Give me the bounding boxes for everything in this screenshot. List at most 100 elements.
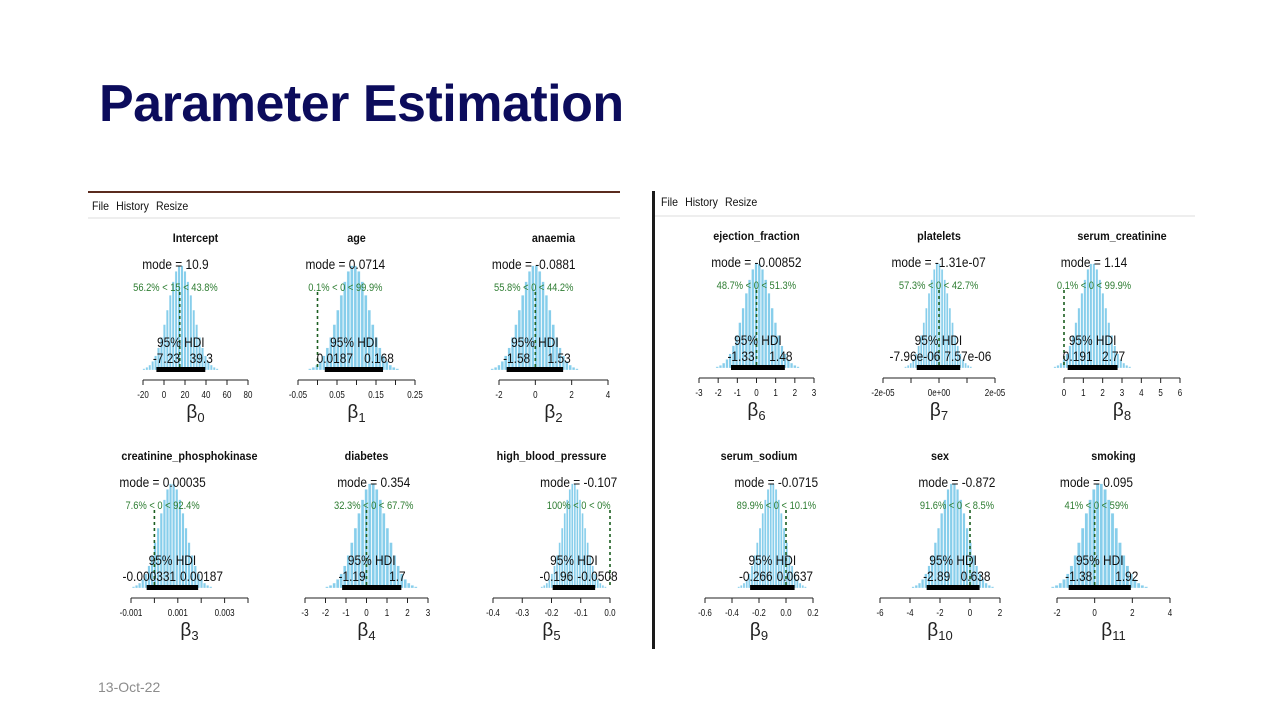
histogram-bar [410,585,414,589]
histogram-bar [764,279,768,369]
histogram-bar [148,364,152,371]
x-tick-label: 2 [998,607,1002,618]
histogram-bar [368,483,372,589]
histogram-bar [1110,513,1115,589]
hdi-upper-label: 0.00187 [180,568,223,584]
histogram-bar [1107,499,1111,589]
histogram-bar [912,359,915,369]
x-tick-label: 0 [968,607,972,618]
histogram-bar [550,573,554,589]
hdi-upper-label: -0.0508 [577,568,617,584]
histogram-bar [318,361,323,371]
histogram-bar [796,366,800,369]
histogram-bar [798,582,802,589]
comparison-label: 48.7% < 0 < 51.3% [717,280,796,292]
histogram-bar [914,585,918,589]
menu-file[interactable]: File [661,195,679,209]
x-tick-label: 0.2 [807,607,818,618]
x-tick-label: 4 [1139,387,1143,398]
x-axis-label: β10 [927,620,952,643]
histogram-bar [1098,279,1102,369]
histogram-bar [981,579,985,589]
histogram-bar [1095,483,1100,589]
mode-label: mode = -1.31e-07 [892,254,986,270]
histogram-bar [796,579,799,589]
hdi-upper-label: 0.168 [364,350,394,366]
histogram-bar [1051,586,1055,589]
histogram-bar [561,355,565,371]
comparison-label: 91.6% < 0 < 8.5% [920,500,994,512]
menu-resize[interactable]: Resize [724,195,758,209]
histogram-bar [722,362,726,369]
x-axis-label: β0 [186,402,204,425]
histogram-bar [1059,362,1063,369]
comparison-label: 100% < 0 < 0% [547,500,611,512]
hdi-upper-label: 1.7 [389,568,406,584]
histogram-bar [311,367,316,371]
histogram-bar [1058,582,1062,589]
hdi-label: 95% HDI [1076,552,1124,568]
mode-label: mode = 0.354 [337,474,410,490]
x-tick-label: -0.3 [515,607,529,618]
histogram-bar [403,579,407,589]
histogram-bar [212,367,216,371]
x-tick-label: 60 [223,389,232,400]
comparison-label: 56.2% < 15 < 43.8% [133,282,218,294]
x-tick-label: -0.6 [698,607,712,618]
x-axis-label: β3 [180,620,198,643]
x-tick-label: 0 [533,389,537,400]
menu-bar: File History Resize [92,199,188,213]
menu-history[interactable]: History [116,199,149,213]
hdi-bar [731,365,785,370]
hdi-label: 95% HDI [1069,332,1117,348]
histogram-bar [400,573,404,589]
histogram-bar [568,364,572,371]
slide-title: Parameter Estimation [99,75,624,133]
histogram-bar [543,585,546,589]
histogram-bar [949,483,953,589]
menu-history[interactable]: History [685,195,718,209]
x-axis-label: β11 [1101,620,1125,643]
x-tick-label: 2 [793,387,797,398]
hdi-label: 95% HDI [348,552,396,568]
x-axis-label: β8 [1113,400,1131,423]
x-tick-label: -3 [695,387,702,398]
histogram-bar [793,365,797,369]
hdi-label: 95% HDI [149,552,197,568]
histogram-bar [132,586,135,589]
mode-label: mode = 0.00035 [119,474,205,490]
hdi-bar [1067,365,1118,370]
x-tick-label: 2e-05 [985,387,1005,398]
histogram-bar [336,579,340,589]
x-tick-label: 0e+00 [928,387,950,398]
histogram-bar [540,586,543,589]
histogram-panel-anaemia: anaemia mode = -0.0881 55.8% < 0 < 44.2% 95… [490,233,610,425]
x-tick-label: -6 [876,607,883,618]
mode-label: mode = 0.095 [1060,474,1133,490]
histogram-bar [921,579,925,589]
menu-file[interactable]: File [92,199,110,213]
hdi-lower-label: -0.196 [540,568,574,584]
histogram-bar [1136,582,1141,589]
x-tick-label: -4 [906,607,913,618]
panel-title: platelets [917,231,961,244]
x-tick-label: 1 [1081,387,1085,398]
x-tick-label: -0.4 [725,607,739,618]
histogram-bar [594,573,597,589]
histogram-bar [715,366,719,369]
x-tick-label: -2 [495,389,502,400]
x-tick-label: 6 [1178,387,1182,398]
hdi-lower-label: -1.38 [1065,568,1092,584]
x-tick-label: 0 [1062,387,1066,398]
hdi-upper-label: 1.48 [769,348,792,364]
hdi-upper-label: 1.53 [548,350,571,366]
hdi-lower-label: -7.96e-06 [890,348,941,364]
x-tick-label: 0.0 [604,607,615,618]
histogram-bar [145,367,149,371]
menu-resize[interactable]: Resize [155,199,189,213]
histogram-bar [1099,483,1104,589]
x-tick-label: 2 [1130,607,1134,618]
